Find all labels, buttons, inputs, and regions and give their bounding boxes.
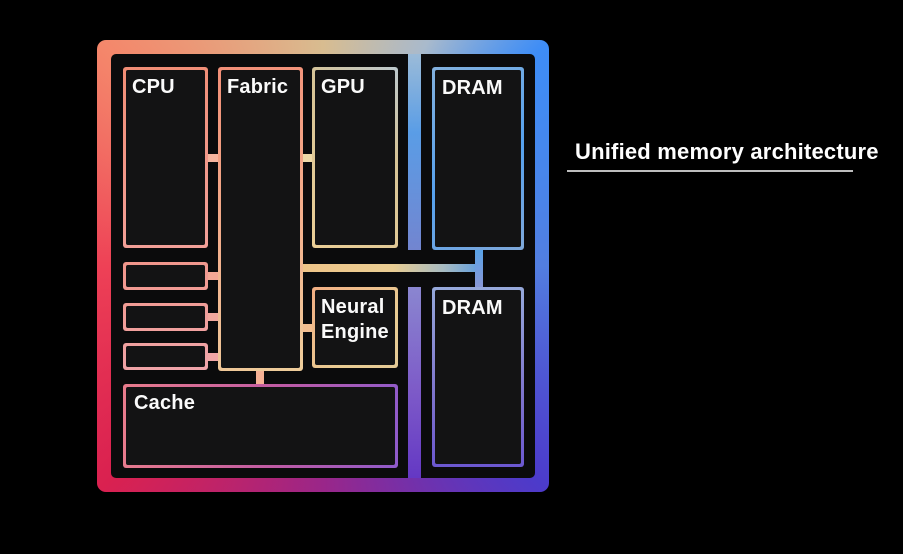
divider-bar-bottom [408,287,421,478]
fabric-label: Fabric [227,76,289,98]
dram-bridge-connector [475,250,483,287]
cache-block: Cache [123,384,398,468]
cpu-label: CPU [132,76,175,98]
connector-small-block-3 [208,353,218,361]
page-title: Unified memory architecture [567,139,879,172]
divider-bar-top [408,54,421,250]
dram-bottom-label: DRAM [442,297,503,319]
connector-gpu-fabric [303,154,312,162]
memory-bus-connector [303,264,483,272]
connector-small-block-1 [208,272,218,280]
cache-label: Cache [134,392,196,414]
connector-neural-engine-fabric [303,324,312,332]
dram-bottom-block: DRAM [432,287,524,467]
connector-fabric-cache [256,371,264,384]
small-block-2 [123,303,208,331]
connector-cpu-fabric [208,154,218,162]
chip-diagram-frame: CPU Fabric GPU Neural Engine Cache DRAM … [97,40,549,492]
fabric-block: Fabric [218,67,303,371]
neural-engine-label: Neural Engine [321,296,389,343]
small-block-3 [123,343,208,370]
cpu-block: CPU [123,67,208,248]
small-block-1 [123,262,208,290]
neural-engine-block: Neural Engine [312,287,398,368]
connector-small-block-2 [208,313,218,321]
gpu-label: GPU [321,76,365,98]
dram-top-block: DRAM [432,67,524,250]
dram-top-label: DRAM [442,77,503,99]
gpu-block: GPU [312,67,398,248]
